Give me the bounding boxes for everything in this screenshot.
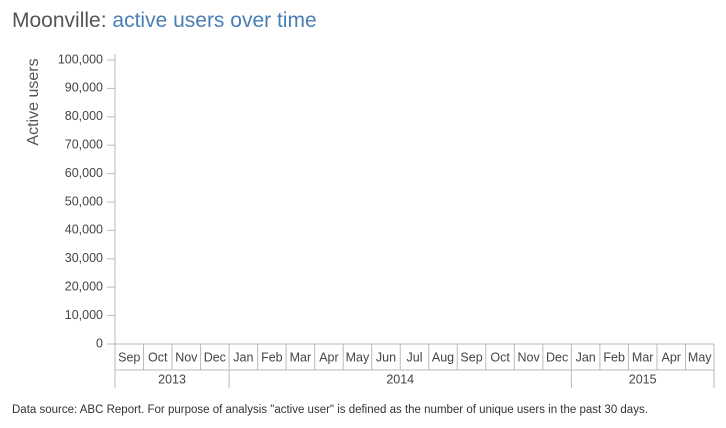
y-tick-label: 60,000	[65, 166, 103, 180]
x-tick-label: Aug	[432, 350, 454, 364]
x-group-label: 2013	[158, 372, 186, 386]
x-tick-label: Dec	[546, 350, 568, 364]
y-tick-label: 70,000	[65, 137, 103, 151]
x-tick-label: Jun	[376, 350, 396, 364]
x-group-label: 2014	[386, 372, 414, 386]
x-tick-label: Apr	[319, 350, 338, 364]
y-tick-label: 10,000	[65, 308, 103, 322]
x-tick-label: Jan	[233, 350, 253, 364]
x-tick-label: May	[688, 350, 712, 364]
y-axis-label: Active users	[25, 58, 42, 145]
y-tick-label: 20,000	[65, 279, 103, 293]
x-tick-label: Nov	[175, 350, 198, 364]
y-tick-label: 40,000	[65, 223, 103, 237]
y-tick-label: 50,000	[65, 194, 103, 208]
x-tick-label: Mar	[632, 350, 654, 364]
y-tick-label: 100,000	[58, 52, 103, 66]
x-tick-label: Sep	[118, 350, 140, 364]
title-prefix: Moonville:	[12, 9, 107, 32]
footnote: Data source: ABC Report. For purpose of …	[12, 404, 648, 416]
chart-title: Moonville: active users over time	[12, 9, 317, 32]
x-tick-label: Mar	[290, 350, 312, 364]
y-tick-label: 90,000	[65, 81, 103, 95]
x-tick-label: Oct	[148, 350, 168, 364]
title-main: active users over time	[112, 9, 316, 32]
x-group-label: 2015	[629, 372, 657, 386]
x-tick-label: Jul	[407, 350, 423, 364]
x-tick-label: Jan	[576, 350, 596, 364]
y-tick-label: 80,000	[65, 109, 103, 123]
x-tick-label: Oct	[490, 350, 510, 364]
x-tick-label: Nov	[517, 350, 540, 364]
x-tick-label: Dec	[204, 350, 226, 364]
x-tick-label: Apr	[661, 350, 680, 364]
y-tick-label: 30,000	[65, 251, 103, 265]
x-tick-label: Feb	[261, 350, 283, 364]
x-tick-label: Sep	[460, 350, 482, 364]
x-tick-label: Feb	[603, 350, 625, 364]
y-tick-label: 0	[96, 336, 103, 350]
x-tick-label: May	[346, 350, 370, 364]
